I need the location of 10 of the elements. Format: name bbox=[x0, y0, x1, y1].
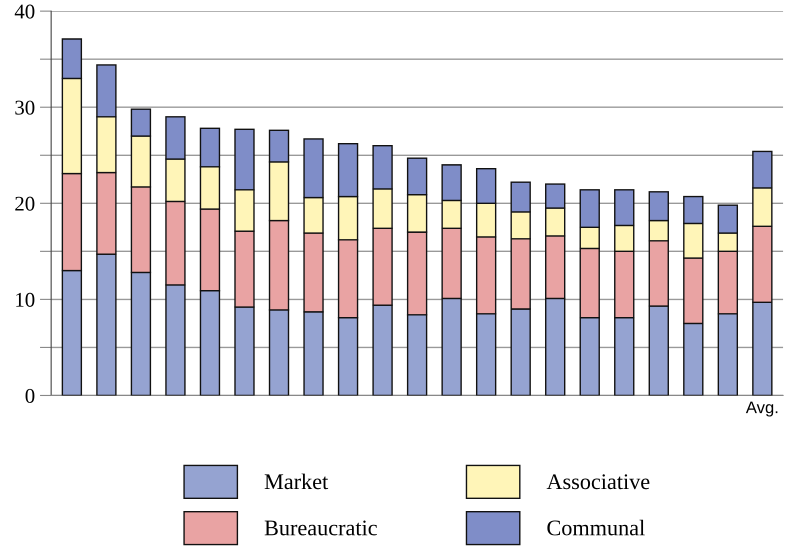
y-tick-label: 10 bbox=[16, 292, 34, 307]
y-tick-label: 20 bbox=[15, 196, 34, 211]
x-tick-label: Avg. bbox=[746, 402, 778, 417]
legend-label: Bureaucratic bbox=[264, 520, 377, 536]
y-tick-label: 40 bbox=[14, 4, 34, 19]
y-tick-label: 30 bbox=[15, 100, 34, 115]
legend-label: Associative bbox=[546, 474, 650, 490]
legend-label: Communal bbox=[547, 520, 645, 536]
y-tick-label: 0 bbox=[26, 388, 34, 403]
legend-label: Market bbox=[264, 474, 328, 490]
